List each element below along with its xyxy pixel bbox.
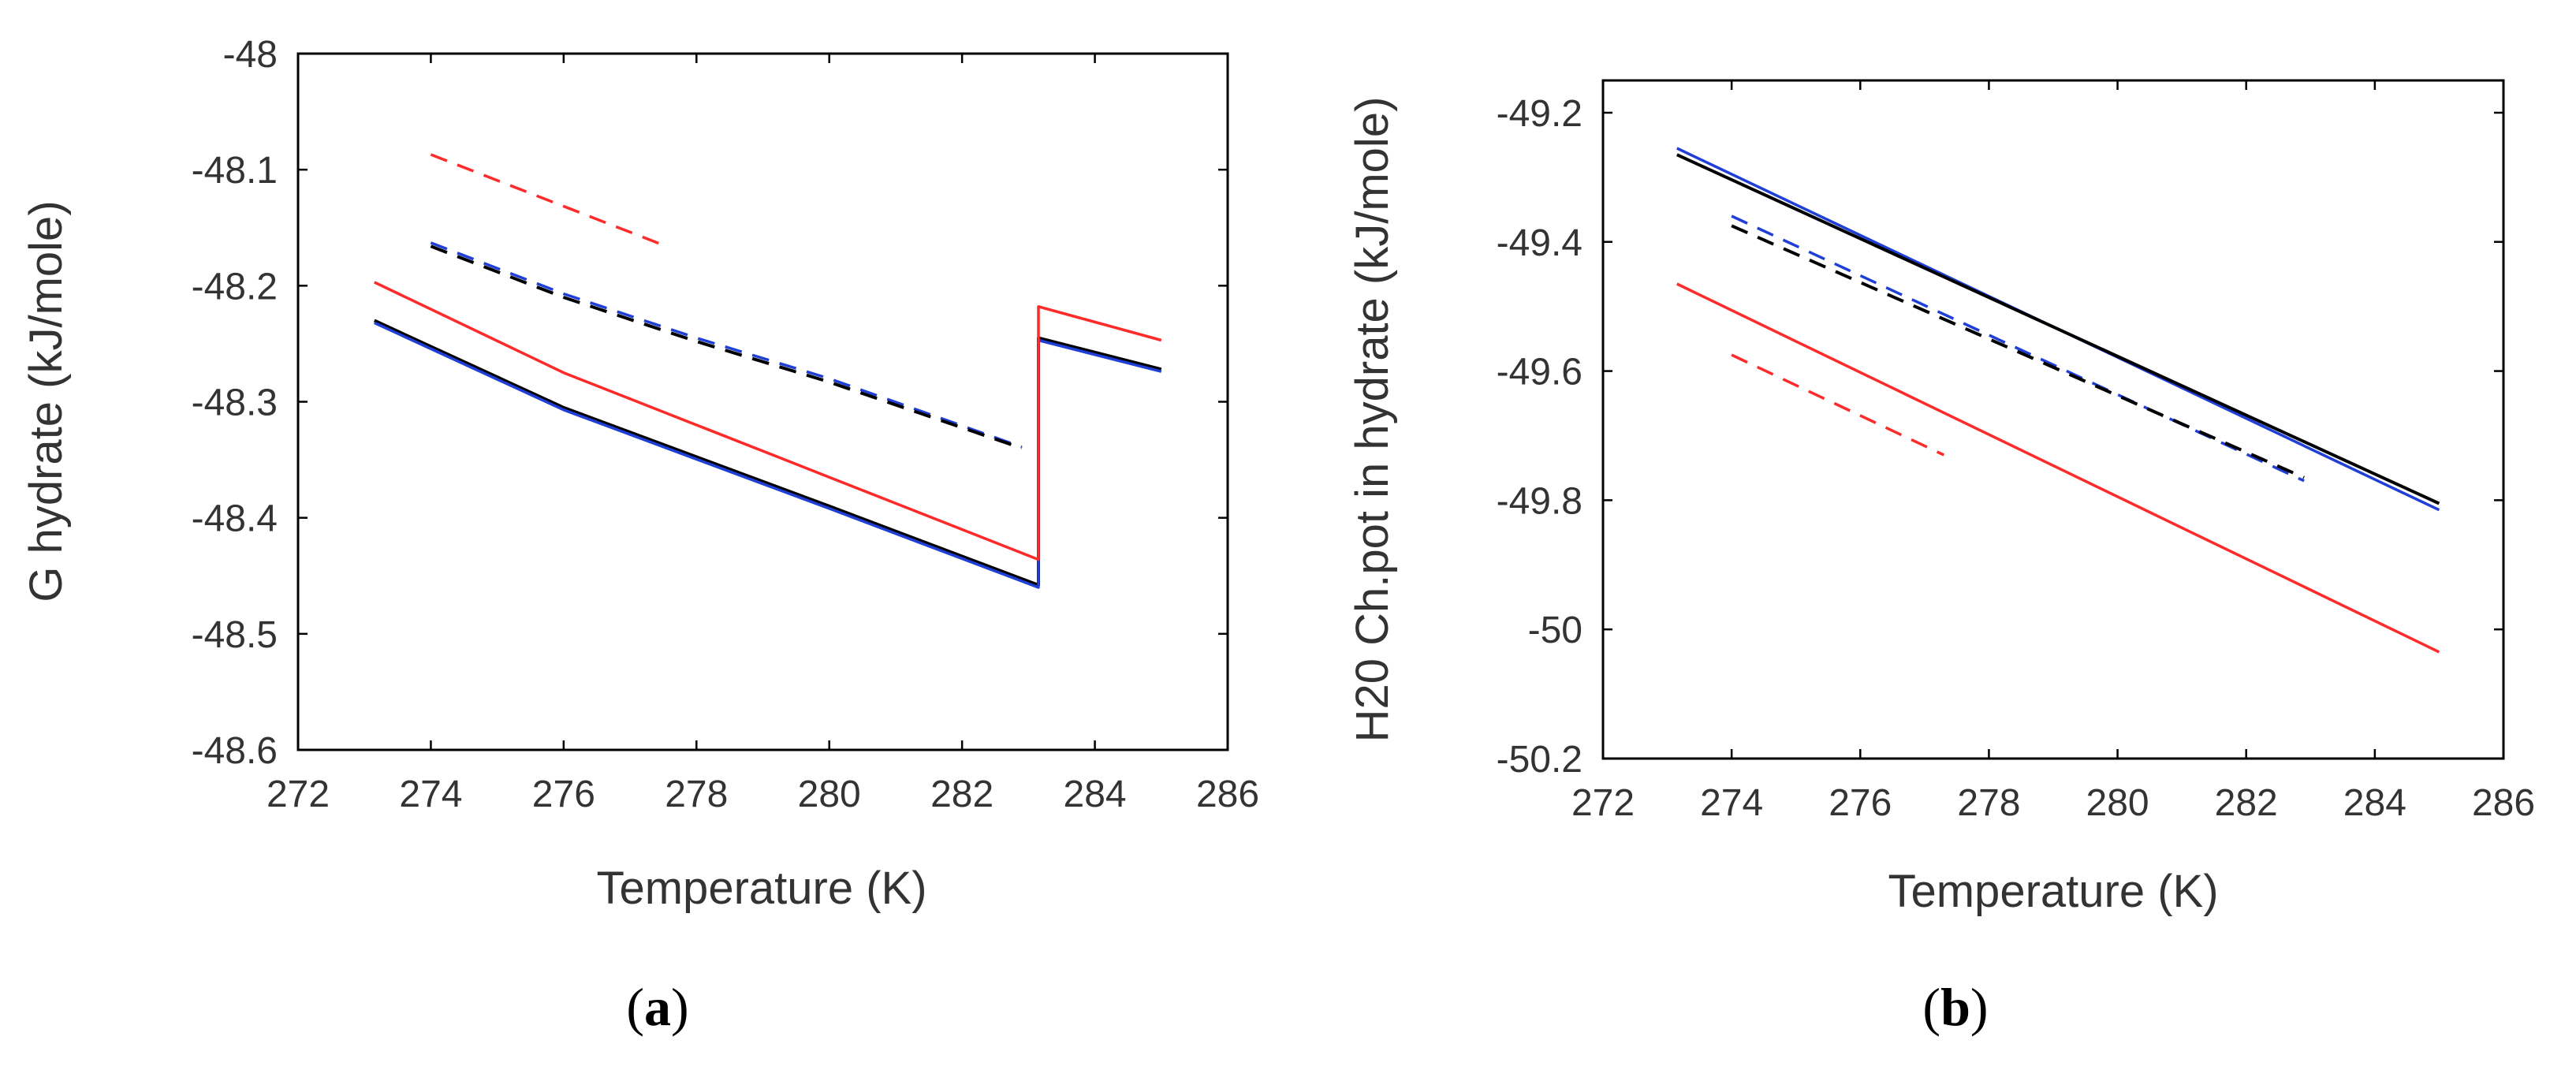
y-tick-label: -48.4 <box>192 498 278 540</box>
panel-label: (b) <box>1922 977 1988 1037</box>
y-tick-label: -48 <box>223 34 278 76</box>
series-line-red-solid <box>374 281 1162 561</box>
x-axis-title: Temperature (K) <box>1888 866 2218 917</box>
y-tick-label: -48.2 <box>192 266 278 308</box>
x-tick-label: 274 <box>399 774 462 815</box>
y-tick-label: -49.8 <box>1497 480 1583 522</box>
x-tick-label: 278 <box>1957 782 2020 824</box>
series-line-red-dashed <box>430 153 664 247</box>
x-tick-label: 272 <box>1571 782 1635 824</box>
x-tick-label: 284 <box>1064 774 1127 815</box>
y-tick-label: -50.2 <box>1497 739 1583 781</box>
panel-label-open-paren: ( <box>1922 977 1940 1037</box>
series-line-blue-dashed <box>1731 214 2305 483</box>
x-tick-label: 276 <box>532 774 595 815</box>
y-tick-label: -49.4 <box>1497 222 1583 264</box>
x-tick-label: 278 <box>665 774 728 815</box>
y-axis-title: G hydrate (kJ/mole) <box>21 200 72 602</box>
x-tick-label: 284 <box>2343 782 2406 824</box>
y-tick-label: -49.6 <box>1497 352 1583 393</box>
x-tick-label: 282 <box>930 774 993 815</box>
x-tick-label: 280 <box>798 774 861 815</box>
series-line-blue-solid <box>374 321 1162 589</box>
y-tick-label: -48.3 <box>192 382 278 424</box>
panel-label-close-paren: ) <box>1970 977 1989 1037</box>
chart-panel-b: 272 274 276 278 280 282 284 286 -49.2 -49.4 -49.6 -… <box>1347 79 2535 1037</box>
y-tick-label: -48.6 <box>192 730 278 772</box>
y-tick-label: -50 <box>1528 610 1583 651</box>
x-axis-title: Temperature (K) <box>596 863 926 914</box>
panel-label-close-paren: ) <box>671 977 689 1037</box>
plot-frame <box>1601 79 2505 760</box>
panel-label-letter: b <box>1940 977 1970 1037</box>
chart-panel-a: 272 274 276 278 280 282 284 286 -48 -48.1 -48.2 -48… <box>21 34 1259 1037</box>
x-tick-label: 286 <box>1196 774 1259 815</box>
x-tick-label: 286 <box>2472 782 2535 824</box>
series-line-red-solid <box>1676 282 2440 654</box>
series-line-black-solid <box>1676 153 2440 505</box>
panel-label-open-paren: ( <box>626 977 644 1037</box>
series-line-black-dashed <box>430 244 1023 450</box>
series-line-black-solid <box>373 319 1162 587</box>
y-tick-label: -48.1 <box>192 150 278 192</box>
series-line-blue-dashed <box>430 241 1023 449</box>
y-tick-label: -49.2 <box>1497 93 1583 135</box>
panel-label-letter: a <box>644 977 671 1037</box>
series-line-red-dashed <box>1731 353 1945 457</box>
x-tick-label: 280 <box>2086 782 2149 824</box>
x-tick-label: 274 <box>1700 782 1763 824</box>
x-tick-label: 272 <box>267 774 330 815</box>
y-axis-title: H20 Ch.pot in hydrate (kJ/mole) <box>1347 97 1398 743</box>
y-tick-label: -48.5 <box>192 614 278 656</box>
x-tick-label: 282 <box>2215 782 2278 824</box>
series-line-black-dashed <box>1731 224 2305 479</box>
panel-label: (a) <box>626 977 688 1037</box>
x-tick-label: 276 <box>1829 782 1892 824</box>
